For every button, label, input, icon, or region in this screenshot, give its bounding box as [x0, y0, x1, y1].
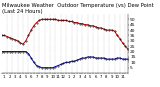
Text: Milwaukee Weather  Outdoor Temperature (vs) Dew Point (Last 24 Hours): Milwaukee Weather Outdoor Temperature (v…	[2, 3, 153, 14]
